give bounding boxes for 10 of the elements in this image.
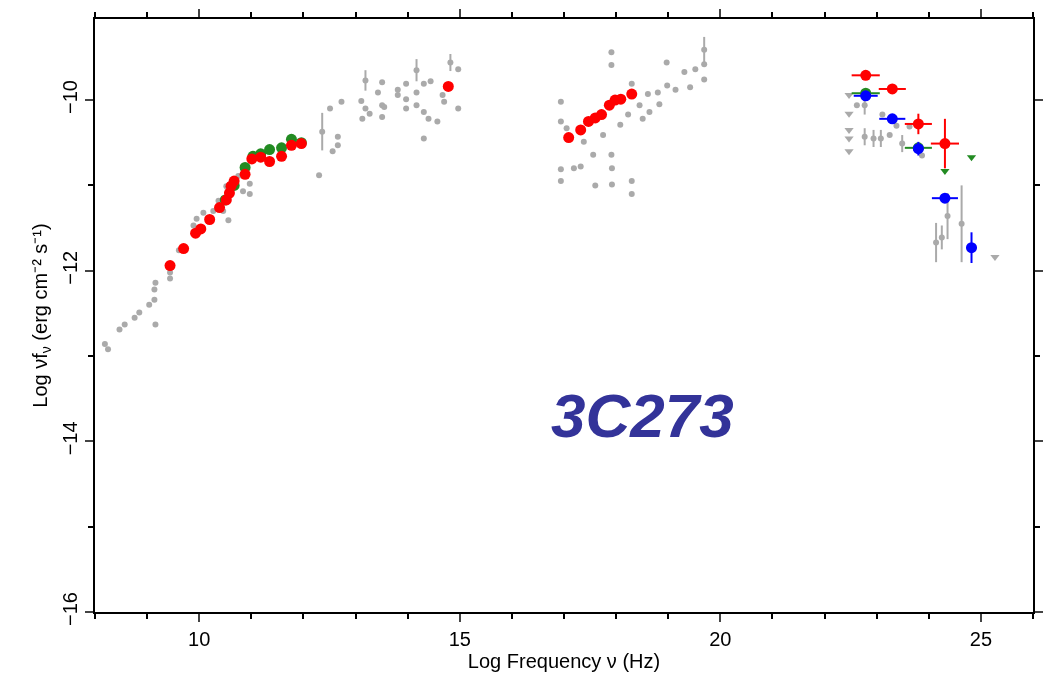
x-tick-label: 20 (709, 627, 732, 650)
y-tick-label: −14 (59, 421, 82, 456)
y-tick-label: −16 (59, 592, 82, 626)
x-tick-label: 10 (188, 627, 211, 650)
x-tick-label: 15 (448, 627, 471, 650)
annotation: 3C273 (551, 381, 734, 450)
x-axis-title: Log Frequency ν (Hz) (467, 649, 661, 672)
y-tick-label: −12 (59, 250, 82, 285)
x-tick-label: 25 (969, 627, 993, 650)
y-tick-label: −10 (59, 80, 82, 115)
